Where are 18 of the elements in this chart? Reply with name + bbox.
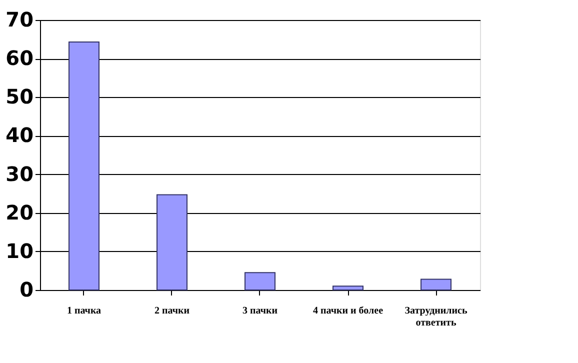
x-tick-label: 1 пачка <box>66 306 102 316</box>
x-tick-label: 4 пачки и более <box>312 306 384 316</box>
x-tick-label: Затруднились ответить <box>404 306 468 328</box>
y-tick-label: 0 <box>20 278 34 302</box>
bar <box>68 41 100 290</box>
y-tick-label: 70 <box>6 8 34 32</box>
bar <box>332 286 364 290</box>
bar <box>244 272 276 290</box>
bar <box>420 278 452 290</box>
y-tick-label: 10 <box>6 238 34 263</box>
y-tick-label: 40 <box>6 123 34 148</box>
y-tick-label: 20 <box>6 200 34 224</box>
y-tick-label: 30 <box>6 162 34 186</box>
bar <box>156 194 188 290</box>
x-tick-label: 2 пачки <box>154 306 190 316</box>
y-tick-label: 60 <box>6 46 34 70</box>
y-tick-label: 50 <box>6 84 34 109</box>
x-tick-label: 3 пачки <box>242 306 278 316</box>
